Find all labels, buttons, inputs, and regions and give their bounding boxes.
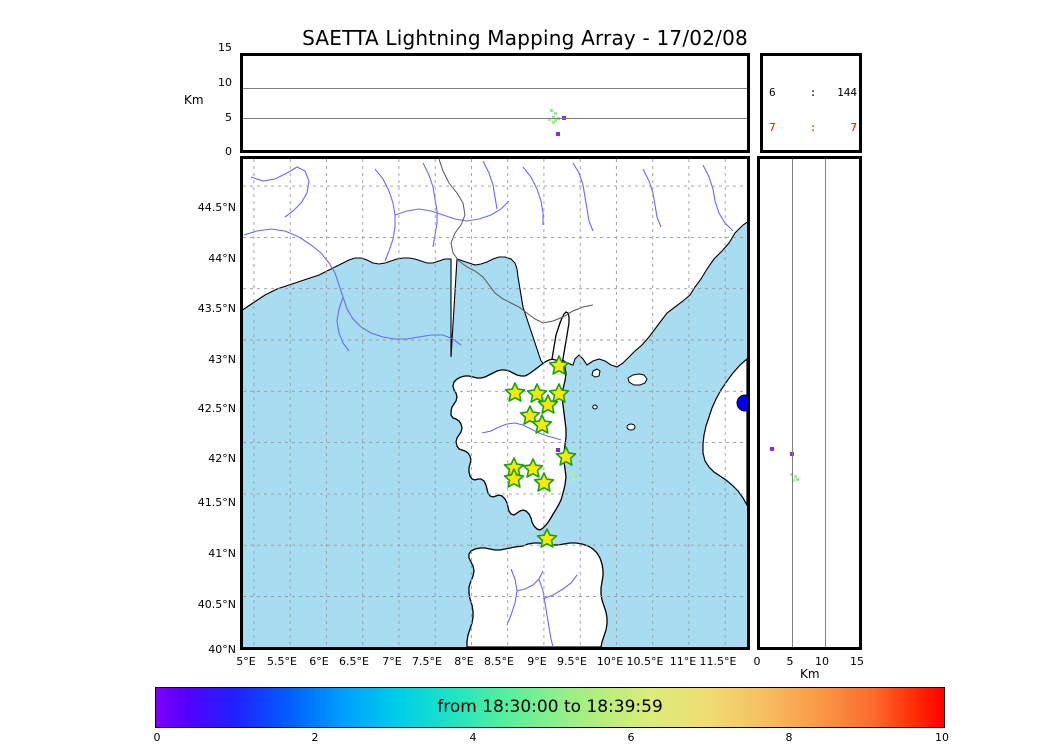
station-star [526,383,548,403]
map-lon-tick-6: 6°E [309,655,329,668]
map-lon-tick-7.5: 7.5°E [412,655,442,668]
map-lat-tick-42.5: 42.5°N [197,402,236,415]
map-lon-tick-11.5: 11.5°E [699,655,737,668]
top-panel-axis-title: Km [184,93,204,107]
station-star [555,446,577,466]
top-panel-ytick-0: 0 [225,145,232,158]
map-lon-tick-6.5: 6.5°E [339,655,369,668]
station-star [522,458,544,478]
station-star [537,394,559,414]
legend-row-7: 7: 7 [769,122,857,134]
legend-label-6: 6 [769,85,776,99]
top-panel-gridline-5 [243,118,747,119]
top-panel-ytick-5: 5 [225,111,232,124]
array-center-marker [736,394,747,412]
colorbar-tick-6: 6 [627,731,635,744]
station-star [536,528,558,548]
legend-value-7: 7 [850,120,857,134]
altitude-vs-longitude-panel[interactable] [240,53,750,153]
lightning-map[interactable] [240,156,750,650]
map-lon-tick-5: 5°E [236,655,256,668]
map-lat-tick-43.5: 43.5°N [197,302,236,315]
legend-sep-6: : [809,85,817,99]
right-panel-axis-title: Km [800,667,820,681]
map-lon-tick-8: 8°E [454,655,474,668]
sardinia-landmass [466,542,608,647]
map-lon-tick-10.5: 10.5°E [626,655,664,668]
altitude-vs-latitude-panel[interactable] [757,156,862,650]
top-panel-sources [548,109,566,136]
station-star [548,355,570,375]
legend-sep-7: : [809,120,817,134]
colorbar-tick-2: 2 [311,731,319,744]
right-panel-xtick-5: 5 [786,655,794,668]
top-panel-ytick-15: 15 [218,41,232,54]
colorbar-tick-8: 8 [785,731,793,744]
map-lon-tick-5.5: 5.5°E [267,655,297,668]
map-lon-tick-9: 9°E [527,655,547,668]
legend-label-7: 7 [769,120,776,134]
map-lon-tick-10: 10°E [596,655,624,668]
map-lat-tick-40.5: 40.5°N [197,598,236,611]
station-star [519,405,541,425]
colorbar-gradient [155,687,945,728]
map-lat-tick-41.5: 41.5°N [197,496,236,509]
legend-value-6: 144 [837,85,857,99]
time-colorbar[interactable]: from 18:30:00 to 18:39:59 0 2 4 6 8 10 [154,687,949,744]
station-star [533,472,555,492]
elba-island [627,373,648,386]
lma-stations-layer [503,355,577,548]
right-panel-gridline-10 [825,159,826,647]
map-canvas [243,159,747,647]
right-panel-gridline-5 [792,159,793,647]
mainland-landmass [243,159,747,368]
legend-row-6: 6: 144 [769,85,857,99]
page-title: SAETTA Lightning Mapping Array - 17/02/0… [302,26,748,50]
corsica-landmass [450,358,567,531]
right-panel-xtick-10: 10 [815,655,829,668]
capraia-island [591,368,601,378]
map-lat-tick-44: 44°N [208,252,236,265]
small-island-2 [592,404,598,410]
right-panel-sources [770,447,799,482]
borders-layer [438,159,594,324]
colorbar-time-range-label: from 18:30:00 to 18:39:59 [437,697,663,717]
map-lat-tick-41: 41°N [208,547,236,560]
map-lat-tick-42: 42°N [208,452,236,465]
map-lat-tick-44.5: 44.5°N [197,201,236,214]
top-panel-gridline-10 [243,88,747,89]
map-lon-tick-8.5: 8.5°E [484,655,514,668]
gridlines-layer [243,159,747,647]
map-lat-tick-43: 43°N [208,353,236,366]
station-star [548,383,570,403]
rivers-layer [243,160,734,647]
colorbar-tick-10: 10 [935,731,949,744]
station-count-legend-panel: 6:144 7:7 8:1 9:0 10:0 11:0 12:0 [760,53,862,310]
station-star [531,414,553,434]
colorbar-tick-4: 4 [469,731,477,744]
map-lon-tick-9.5: 9.5°E [557,655,587,668]
small-island-1 [626,423,636,431]
station-star [504,382,526,402]
map-lat-tick-40: 40°N [208,643,236,656]
cap-corse [551,311,570,363]
map-lon-tick-11: 11°E [669,655,697,668]
colorbar-tick-0: 0 [153,731,161,744]
top-panel-ytick-10: 10 [218,76,232,89]
right-panel-xtick-15: 15 [850,655,864,668]
map-lon-tick-7: 7°E [382,655,402,668]
station-star [503,468,525,488]
right-panel-xtick-0: 0 [753,655,761,668]
